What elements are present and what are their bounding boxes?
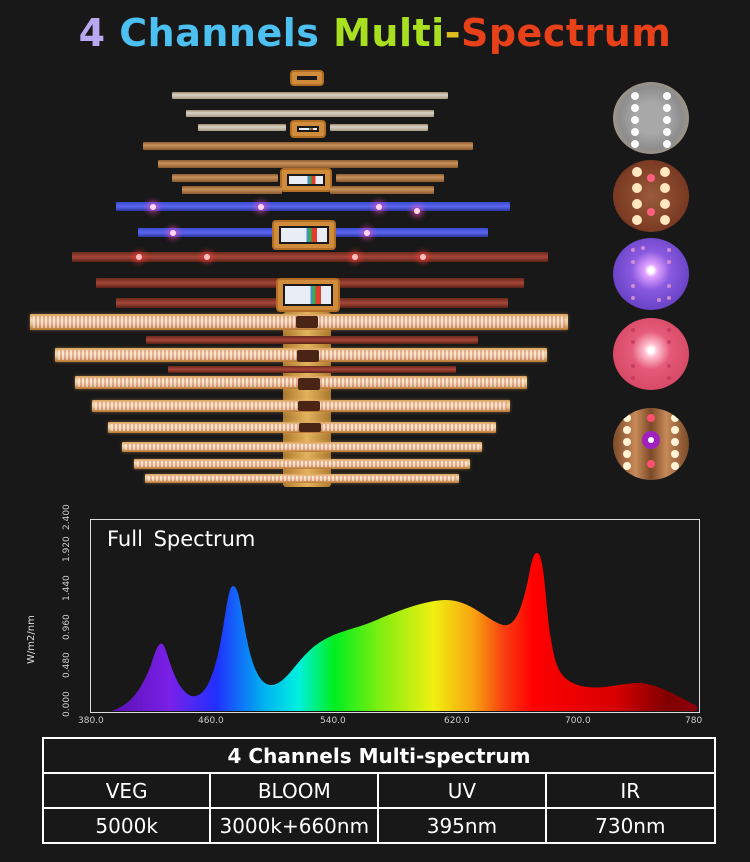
ir-light-bar [72,252,548,262]
value-bloom: 3000k+660nm [209,807,380,844]
spectrum-area [111,553,697,711]
x-tick: 620.0 [444,716,470,726]
y-axis-label: W/m2/nm [26,615,37,664]
uv-light-bar [116,202,510,211]
controller-screen-icon [280,168,332,192]
light-bar [186,110,434,117]
page-title: 4 Channels Multi-Spectrum [0,8,750,58]
full-mix-swatch [613,408,689,480]
title-part-channels: Channels [119,11,334,55]
column-ir: IR [544,772,717,809]
value-ir: 730nm [544,807,717,844]
ir-light-bar [168,366,456,373]
ir-led-glow [136,254,142,260]
white-channel-swatch [613,82,689,154]
x-tick: 780 [685,716,703,726]
y-tick: 0.000 [62,691,72,717]
ir-led-glow [352,254,358,260]
light-bar [336,174,444,182]
value-uv: 395nm [377,807,547,844]
x-tick: 460.0 [198,716,224,726]
full-spectrum-light-bar [145,474,459,483]
x-tick: 700.0 [565,716,591,726]
bar-connector [298,378,320,390]
uv-channel-swatch [613,238,689,310]
table-row: 5000k 3000k+660nm 395nm 730nm [41,807,717,844]
light-bar [198,124,286,131]
x-tick: 380.0 [78,716,104,726]
table-row: VEG BLOOM UV IR [41,772,717,809]
table-title: 4 Channels Multi-spectrum [42,737,716,774]
channel-spec-table: 4 Channels Multi-spectrum VEG BLOOM UV I… [41,737,717,844]
light-bar [158,160,458,168]
title-part-multi: Multi [333,11,445,55]
column-uv: UV [377,772,547,809]
light-bar [172,174,278,182]
ir-light-bar [146,336,478,344]
column-bloom: BLOOM [209,772,380,809]
title-part-spectrum: Spectrum [460,11,672,55]
light-bar [172,92,448,99]
grow-light-fixture-image [0,62,600,492]
y-tick: 2.400 [62,504,72,530]
controller-screen-icon [272,220,336,250]
full-spectrum-light-bar [122,442,482,452]
x-tick: 540.0 [320,716,346,726]
ir-led-glow [420,254,426,260]
controller-screen-icon [290,70,324,86]
uv-led-glow [150,204,156,210]
bar-connector [296,316,318,328]
title-part-dash: - [444,11,461,55]
chart-title: Full Spectrum [107,527,256,551]
full-spectrum-light-bar [134,459,470,469]
uv-led-glow [170,230,176,236]
bar-connector [298,401,320,411]
bar-connector [299,423,321,432]
y-tick: 0.480 [62,652,72,678]
bloom-channel-swatch [613,160,689,232]
ir-channel-swatch [613,318,689,390]
bar-connector [297,350,319,362]
light-bar [143,142,473,150]
light-bar [330,124,428,131]
title-part-4: 4 [78,11,120,55]
ir-led-glow [204,254,210,260]
spectrum-plot-area [90,519,700,713]
y-tick: 1.440 [62,575,72,601]
controller-screen-icon [276,278,340,312]
light-bar [182,186,282,194]
y-tick: 1.920 [62,536,72,562]
table-header-row: 4 Channels Multi-spectrum [42,737,716,774]
uv-led-glow [258,204,264,210]
light-bar [330,186,434,194]
column-veg: VEG [41,772,212,809]
controller-screen-icon [290,120,326,138]
value-veg: 5000k [41,807,212,844]
uv-led-glow [414,208,420,214]
y-tick: 0.960 [62,614,72,640]
uv-led-glow [364,230,370,236]
uv-led-glow [376,204,382,210]
